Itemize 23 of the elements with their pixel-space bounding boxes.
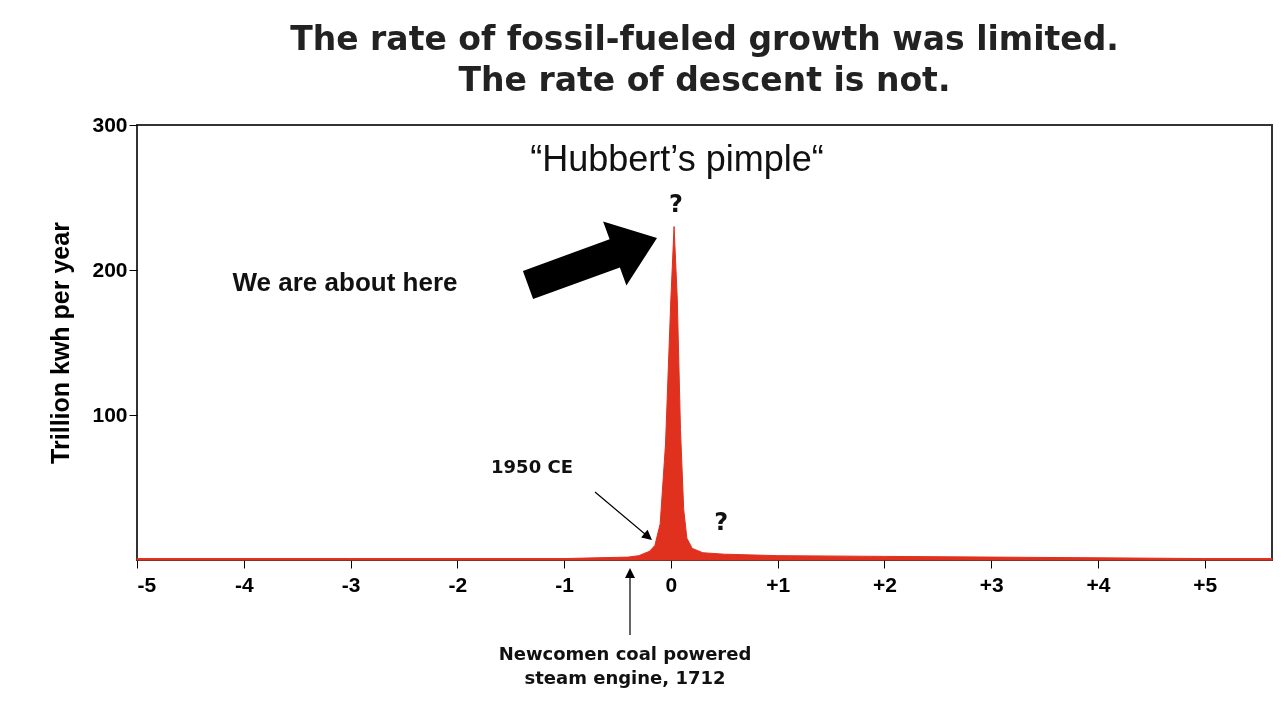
- x-tick-label: -4: [234, 572, 254, 596]
- x-tick-label: +2: [872, 572, 897, 596]
- y-tick-label: 100: [92, 402, 128, 426]
- chart-title: The rate of fossil-fueled growth was limited.: [290, 19, 1119, 58]
- x-tick-label: -2: [448, 572, 468, 596]
- y-tick-label: 200: [92, 257, 128, 281]
- x-tick-label: -1: [555, 572, 575, 596]
- annotation: 1950 CE: [491, 456, 573, 477]
- annotation: ?: [714, 508, 729, 537]
- annotation: “Hubbert’s pimple“: [530, 138, 824, 179]
- chart-subtitle: The rate of descent is not.: [458, 60, 951, 99]
- annotation: ?: [669, 189, 684, 218]
- y-tick-label: 300: [92, 112, 128, 136]
- x-tick-label: -5: [137, 572, 157, 596]
- x-tick-label: +3: [979, 572, 1004, 596]
- x-tick-label: +1: [766, 572, 791, 596]
- annotation: We are about here: [232, 267, 458, 297]
- text: Newcomen coal powered steam engine, 1712: [498, 643, 752, 688]
- x-tick-label: 0: [665, 572, 678, 596]
- x-tick-label: -3: [341, 572, 361, 596]
- y-axis-title: Trillion kwh per year: [46, 221, 75, 464]
- x-tick-label: +4: [1086, 572, 1111, 596]
- x-tick-label: +5: [1193, 572, 1218, 596]
